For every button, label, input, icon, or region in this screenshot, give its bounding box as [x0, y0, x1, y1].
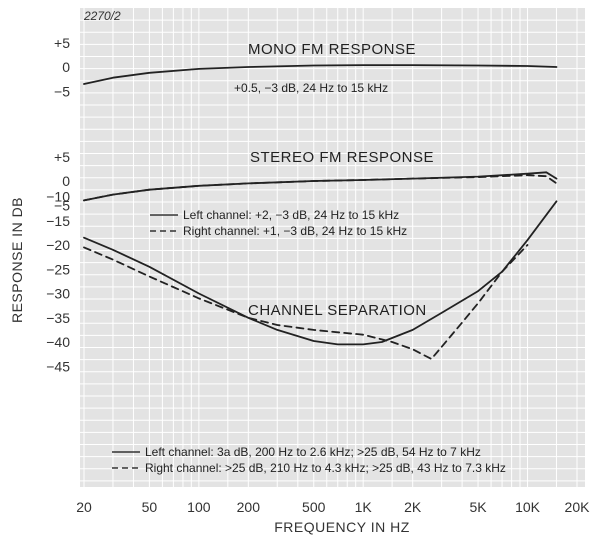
- x-tick-label: 20: [76, 499, 92, 515]
- y-tick-label: +5: [54, 35, 70, 51]
- separation-legend-left-label: Left channel: 3a dB, 200 Hz to 2.6 kHz; …: [145, 445, 481, 459]
- stereo-fm-title: STEREO FM RESPONSE: [250, 149, 434, 166]
- series-line-0-0: [83, 64, 558, 85]
- channel-separation-title: CHANNEL SEPARATION: [248, 302, 427, 319]
- x-tick-label: 5K: [469, 499, 487, 515]
- mono-fm-title: MONO FM RESPONSE: [248, 41, 416, 58]
- grid: [80, 8, 585, 487]
- plot-area: [80, 8, 585, 487]
- y-tick-label: −45: [46, 358, 70, 374]
- separation-legend: Left channel: 3a dB, 200 Hz to 2.6 kHz; …: [112, 445, 506, 475]
- x-tick-label: 1K: [355, 499, 373, 515]
- y-tick-label: −25: [46, 261, 70, 277]
- x-tick-label: 200: [237, 499, 261, 515]
- y-tick-label: +5: [54, 149, 70, 165]
- series-line-2-0: [83, 200, 558, 346]
- stereo-legend: Left channel: +2, −3 dB, 24 Hz to 15 kHz…: [150, 208, 407, 238]
- y-axis-label: RESPONSE IN DB: [9, 197, 25, 323]
- y-tick-label: 0: [62, 59, 70, 75]
- x-tick-label: 10K: [515, 499, 541, 515]
- y-tick-label: −15: [46, 213, 70, 229]
- x-axis-label: FREQUENCY IN HZ: [274, 519, 410, 535]
- series-line-2-1: [83, 244, 529, 360]
- y-tick-label: −5: [54, 83, 70, 99]
- mono-fm-annotation: +0.5, −3 dB, 24 Hz to 15 kHz: [234, 81, 388, 95]
- x-tick-label: 50: [142, 499, 158, 515]
- figure-id: 2270/2: [83, 9, 121, 23]
- y-tick-label: −35: [46, 310, 70, 326]
- y-tick-label: 0: [62, 173, 70, 189]
- y-tick-label: −10: [46, 189, 70, 205]
- x-tick-label: 100: [187, 499, 211, 515]
- y-tick-label: −30: [46, 286, 70, 302]
- y-tick-label: −5: [54, 197, 70, 213]
- y-tick-label: −40: [46, 334, 70, 350]
- y-tick-label: −20: [46, 237, 70, 253]
- series-line-1-1: [83, 174, 558, 202]
- stereo-legend-right-label: Right channel: +1, −3 dB, 24 Hz to 15 kH…: [183, 224, 407, 238]
- x-tick-label: 500: [302, 499, 326, 515]
- x-tick-label: 2K: [404, 499, 422, 515]
- separation-legend-right-label: Right channel: >25 dB, 210 Hz to 4.3 kHz…: [145, 461, 506, 475]
- series-lines: [83, 64, 558, 360]
- stereo-legend-left-label: Left channel: +2, −3 dB, 24 Hz to 15 kHz: [183, 208, 399, 222]
- x-tick-label: 20K: [565, 499, 591, 515]
